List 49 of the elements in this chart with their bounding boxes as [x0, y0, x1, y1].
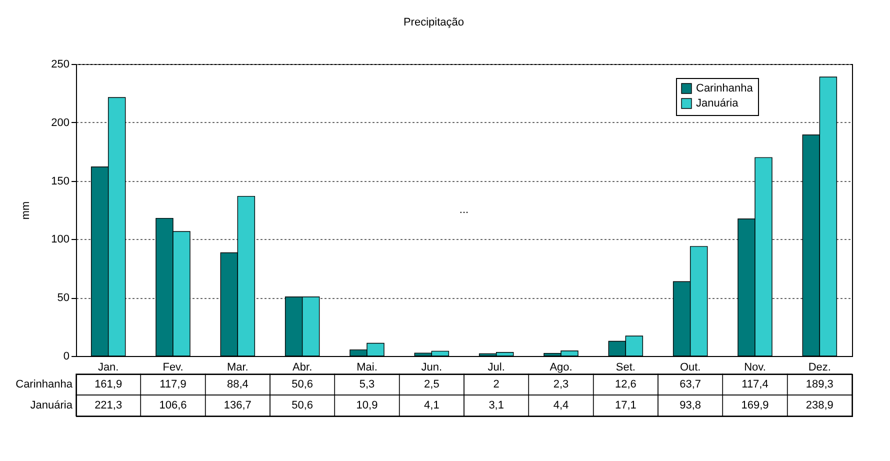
x-tick-label: Mai.: [356, 362, 378, 374]
text: Carinhanha: [16, 378, 72, 390]
data-label: 161,9: [94, 378, 122, 390]
chart-title: Precipitação: [403, 16, 464, 28]
data-label: 117,9: [160, 378, 186, 390]
x-tick-label: Abr.: [292, 362, 312, 374]
x-tick-label: Mar.: [226, 362, 248, 374]
data-label: 10,9: [356, 400, 378, 412]
data-label: 117,4: [742, 378, 768, 390]
y-tick-label: 150: [51, 175, 70, 188]
data-label: 12,6: [614, 378, 636, 390]
y-axis-title: mm: [20, 201, 32, 220]
data-label: 2: [493, 378, 500, 390]
data-label: 189,3: [806, 378, 834, 390]
data-label: 2,3: [553, 378, 569, 390]
x-tick-label: Ago.: [550, 362, 572, 374]
data-label: 2,5: [424, 378, 440, 390]
data-label: 93,8: [680, 400, 702, 412]
data-label: 17,1: [614, 400, 636, 412]
x-tick-label: Jun.: [421, 362, 442, 374]
y-tick-label: 100: [51, 234, 70, 246]
legend-label: Januária: [696, 98, 740, 110]
data-label: 106,6: [159, 400, 187, 412]
data-label: 50,6: [292, 400, 314, 412]
data-label: 88,4: [226, 378, 248, 390]
data-label: 221,3: [94, 400, 122, 412]
y-tick-label: 50: [57, 292, 70, 304]
x-tick-label: Nov.: [744, 362, 766, 374]
data-label: 5,3: [359, 378, 375, 390]
x-tick-label: Jan.: [98, 362, 119, 374]
x-tick-label: Jul.: [488, 362, 505, 374]
x-tick-label: Fev.: [162, 362, 184, 374]
data-label: 3,1: [488, 400, 504, 412]
x-tick-label: Set.: [616, 362, 636, 374]
y-tick-label: 200: [51, 116, 70, 129]
data-label: 63,7: [680, 378, 702, 390]
data-label: 4,1: [424, 400, 440, 412]
x-tick-label: Dez.: [808, 362, 831, 374]
x-tick-label: Out.: [680, 362, 701, 374]
legend-label: Carinhanha: [696, 82, 754, 94]
data-label: 50,6: [292, 378, 314, 390]
data-label: 4,4: [553, 400, 569, 412]
data-label: 238,9: [806, 400, 834, 412]
data-label: 169,9: [741, 400, 769, 412]
text: Januária: [30, 400, 72, 412]
annotation: ...: [459, 204, 469, 216]
data-label: 136,7: [224, 400, 252, 412]
y-tick-label: 0: [63, 350, 70, 362]
y-tick-label: 250: [51, 58, 70, 70]
